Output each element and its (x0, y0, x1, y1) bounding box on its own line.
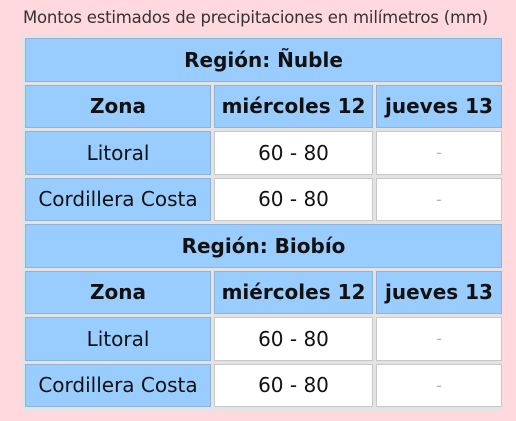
miercoles-value-cell: 60 - 80 (214, 317, 373, 361)
region-title: Región: Ñuble (25, 38, 503, 82)
table-caption: Montos estimados de precipitaciones en m… (23, 8, 488, 27)
column-header-miercoles: miércoles 12 (214, 270, 373, 314)
precipitation-table-container: Región: Ñuble Zona miércoles 12 jueves 1… (22, 35, 505, 411)
table-row: Litoral 60 - 80 - (25, 131, 503, 175)
column-header-zona: Zona (25, 84, 211, 128)
zone-cell: Cordillera Costa (25, 363, 211, 407)
jueves-value-cell: - (376, 317, 503, 361)
precipitation-table: Región: Ñuble Zona miércoles 12 jueves 1… (22, 35, 505, 410)
jueves-value-cell: - (376, 177, 503, 221)
miercoles-value-cell: 60 - 80 (214, 363, 373, 407)
table-row: Litoral 60 - 80 - (25, 317, 503, 361)
zone-cell: Litoral (25, 317, 211, 361)
zone-cell: Cordillera Costa (25, 177, 211, 221)
region-header-row: Región: Biobío (25, 224, 503, 268)
table-row: Cordillera Costa 60 - 80 - (25, 177, 503, 221)
miercoles-value-cell: 60 - 80 (214, 177, 373, 221)
column-header-jueves: jueves 13 (376, 84, 503, 128)
column-header-miercoles: miércoles 12 (214, 84, 373, 128)
column-header-zona: Zona (25, 270, 211, 314)
miercoles-value-cell: 60 - 80 (214, 131, 373, 175)
jueves-value-cell: - (376, 363, 503, 407)
region-header-row: Región: Ñuble (25, 38, 503, 82)
zone-cell: Litoral (25, 131, 211, 175)
table-row: Cordillera Costa 60 - 80 - (25, 363, 503, 407)
column-header-row: Zona miércoles 12 jueves 13 (25, 84, 503, 128)
column-header-jueves: jueves 13 (376, 270, 503, 314)
region-title: Región: Biobío (25, 224, 503, 268)
jueves-value-cell: - (376, 131, 503, 175)
column-header-row: Zona miércoles 12 jueves 13 (25, 270, 503, 314)
